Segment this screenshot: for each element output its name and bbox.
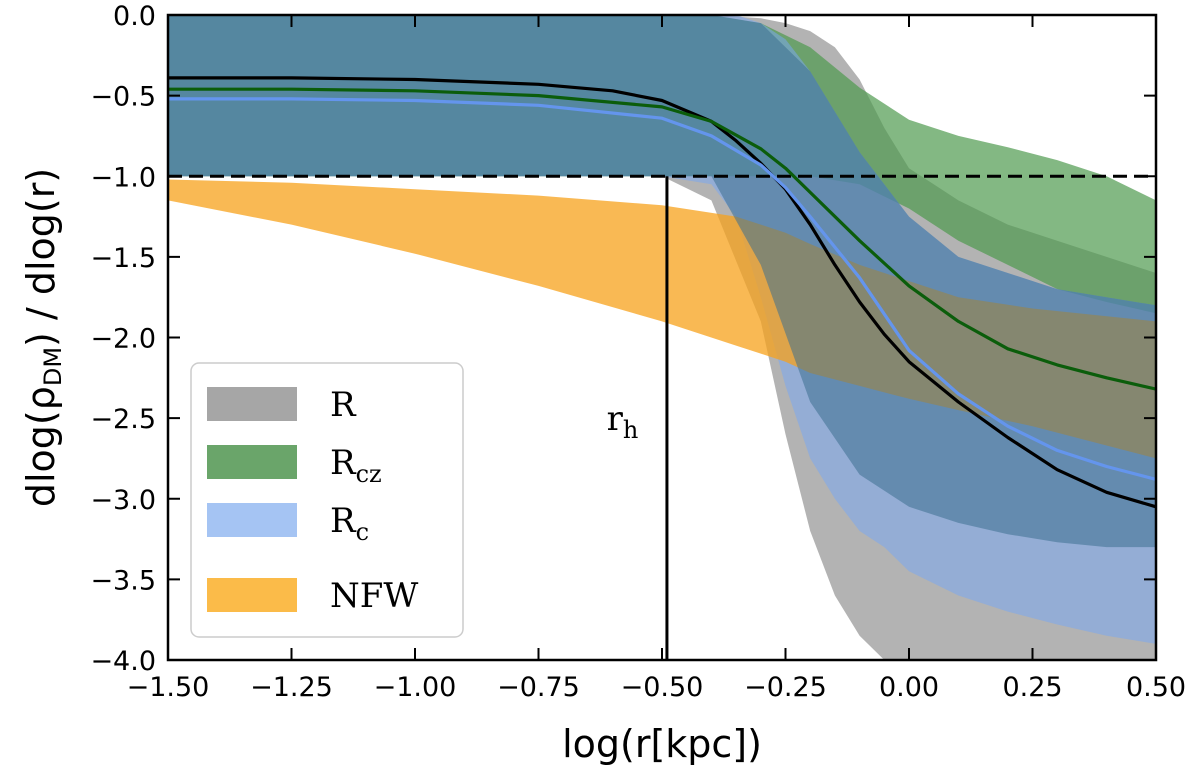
x-tick-label: −1.50 bbox=[127, 672, 210, 703]
x-tick-label: −1.25 bbox=[250, 672, 333, 703]
legend: R Rcz Rc NFW bbox=[190, 362, 464, 638]
legend-swatch bbox=[207, 445, 297, 479]
y-tick-label: −3.0 bbox=[90, 485, 156, 516]
legend-label: Rc bbox=[330, 501, 369, 546]
x-tick-label: −0.25 bbox=[744, 672, 827, 703]
legend-swatch bbox=[207, 503, 297, 537]
y-tick-label: 0.0 bbox=[113, 1, 156, 32]
line-r-median bbox=[168, 76, 1156, 509]
y-tick-label: −2.5 bbox=[90, 404, 156, 435]
y-tick-label: −3.5 bbox=[90, 565, 156, 596]
y-axis-label: dlog(ρDM) / dlog(r) bbox=[19, 168, 67, 507]
ticks-layer: −1.50 −1.25 −1.00 −0.75 −0.50 −0.25 0.00 0.25 0.… bbox=[19, 1, 1186, 766]
y-tick-label: −1.5 bbox=[90, 243, 156, 274]
x-tick-label: 0.25 bbox=[1002, 672, 1062, 703]
legend-swatch bbox=[207, 578, 297, 612]
legend-swatch bbox=[207, 387, 297, 421]
band-overlap bbox=[168, 15, 1156, 548]
legend-label: Rcz bbox=[330, 443, 382, 488]
x-tick-label: −0.75 bbox=[497, 672, 580, 703]
line-rc-median bbox=[168, 97, 1156, 481]
legend-label: NFW bbox=[330, 576, 418, 616]
x-tick-label: 0.00 bbox=[879, 672, 939, 703]
x-axis-label: log(r[kpc]) bbox=[562, 722, 762, 766]
x-tick-label: −0.50 bbox=[621, 672, 704, 703]
lines-layer bbox=[168, 76, 1156, 660]
y-tick-label: −2.0 bbox=[90, 324, 156, 355]
y-tick-label: −1.0 bbox=[90, 162, 156, 193]
x-tick-label: −1.00 bbox=[374, 672, 457, 703]
legend-label: R bbox=[330, 385, 357, 425]
annotation-layer: rh bbox=[607, 399, 639, 444]
line-rcz-median bbox=[168, 87, 1156, 391]
legend-box bbox=[190, 362, 464, 638]
rh-annotation: rh bbox=[607, 399, 639, 444]
y-tick-label: −4.0 bbox=[90, 646, 156, 677]
x-tick-label: 0.50 bbox=[1126, 672, 1186, 703]
y-tick-label: −0.5 bbox=[90, 82, 156, 113]
